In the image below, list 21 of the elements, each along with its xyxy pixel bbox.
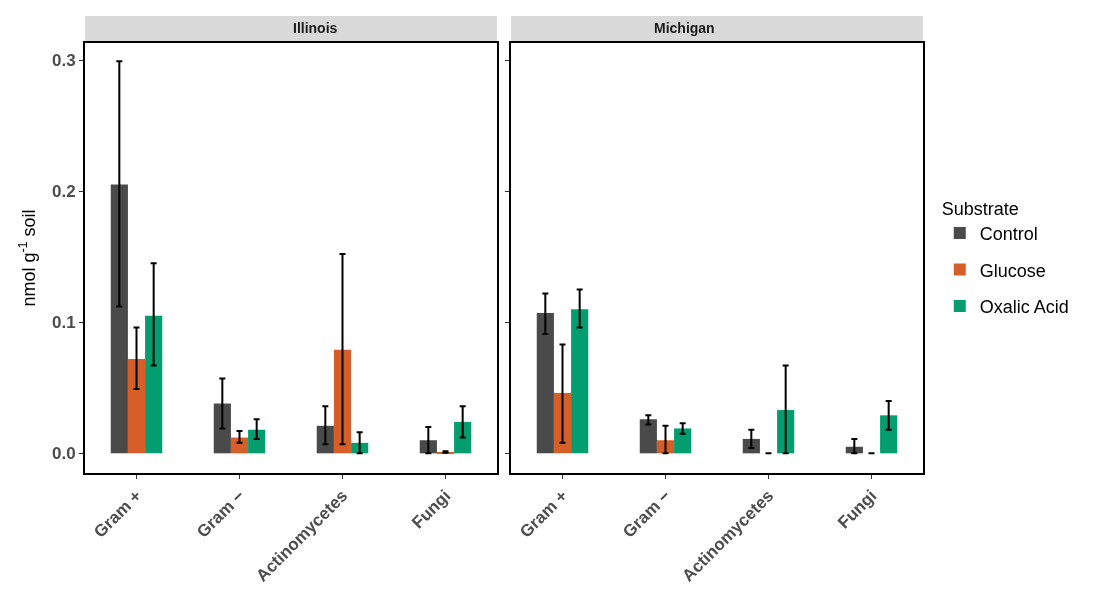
bar (454, 421, 472, 454)
bar (248, 429, 266, 454)
legend-label: Control (979, 224, 1038, 245)
legend-title: Substrate (941, 198, 1019, 219)
y-tick-label: 0.2 (51, 182, 76, 202)
bar (536, 313, 554, 454)
bar (639, 419, 657, 454)
bar (674, 428, 692, 454)
chart-title: Illinois (293, 20, 338, 36)
bar (127, 358, 146, 454)
y-tick-label: 0.3 (51, 50, 76, 70)
y-tick-label: 0.0 (51, 444, 76, 464)
bar (110, 184, 128, 454)
bar (213, 403, 231, 454)
bar (880, 415, 898, 454)
y-tick-label: 0.1 (51, 313, 76, 333)
chart-title: Michigan (654, 20, 715, 36)
bar (145, 315, 163, 454)
legend-label: Glucose (979, 260, 1046, 281)
bar (571, 309, 589, 454)
legend-label: Oxalic Acid (979, 296, 1069, 317)
